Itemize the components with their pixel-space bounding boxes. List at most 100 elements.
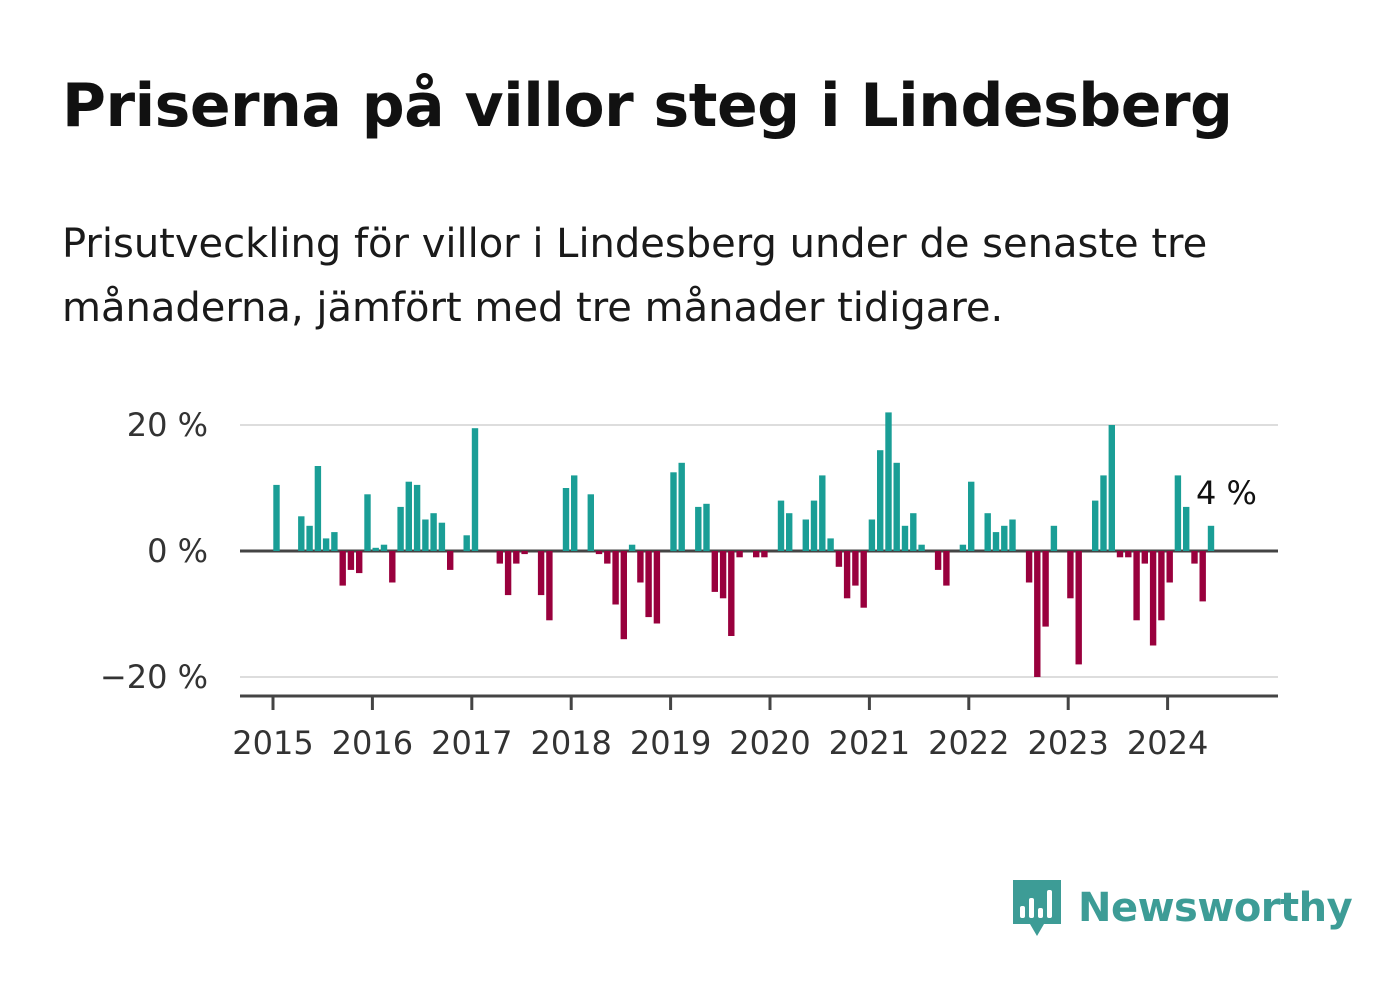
x-tick-label: 2016 — [332, 724, 413, 762]
bar — [628, 544, 636, 551]
x-axis-labels: 2015 2016 2017 2018 2019 2020 2021 2022 2023 2024 — [232, 724, 1208, 762]
bar — [968, 481, 975, 551]
bar — [860, 551, 867, 608]
chart-subtitle: Prisutveckling för villor i Lindesberg u… — [62, 221, 1208, 331]
bar — [918, 544, 925, 551]
bar — [645, 551, 652, 618]
bar — [1001, 525, 1008, 551]
bar — [777, 500, 785, 551]
bar — [1166, 551, 1173, 583]
bar — [339, 551, 346, 586]
bar — [438, 522, 446, 551]
bar — [331, 532, 338, 551]
bar — [1183, 506, 1190, 551]
bar — [670, 472, 677, 552]
bar — [1067, 551, 1074, 599]
bar — [736, 551, 743, 558]
bar — [1092, 500, 1099, 551]
bar — [1025, 551, 1033, 583]
bar — [298, 516, 305, 551]
x-tick-label: 2022 — [928, 724, 1009, 762]
bar — [546, 551, 553, 621]
bar — [1125, 551, 1132, 558]
bar — [1075, 551, 1082, 665]
bar — [678, 462, 685, 551]
bar — [1133, 551, 1140, 621]
bar — [835, 551, 843, 567]
bar — [711, 551, 718, 592]
bar — [521, 551, 528, 555]
bar — [934, 551, 942, 570]
x-tick-label: 2023 — [1027, 724, 1108, 762]
bar — [405, 481, 412, 551]
bar — [761, 551, 768, 558]
bar — [868, 519, 876, 551]
bar — [1009, 519, 1016, 551]
bar — [1116, 551, 1124, 558]
bar — [827, 538, 834, 551]
bar — [703, 503, 710, 552]
bar — [1174, 475, 1182, 551]
bar — [273, 484, 280, 551]
bar — [984, 513, 991, 551]
bar — [1149, 551, 1157, 646]
bar — [719, 551, 727, 599]
bar — [389, 551, 396, 583]
bar — [504, 551, 512, 596]
bar — [728, 551, 735, 636]
bar — [819, 475, 826, 551]
bar — [1100, 475, 1107, 551]
brand-logo: Newsworthy — [1010, 876, 1353, 940]
bar — [943, 551, 950, 586]
bar — [1108, 425, 1115, 551]
bar — [1141, 551, 1148, 564]
y-tick-label: 20 % — [127, 406, 208, 444]
bar — [347, 551, 355, 570]
bar — [430, 513, 437, 551]
bar — [901, 525, 909, 551]
bar — [810, 500, 818, 551]
bar — [893, 462, 900, 551]
bar — [802, 519, 809, 551]
bar — [422, 519, 429, 551]
bars — [273, 412, 1215, 677]
bar — [364, 494, 371, 551]
bar — [1207, 525, 1215, 551]
bar — [1199, 551, 1206, 602]
bar — [562, 488, 570, 551]
bar — [356, 551, 363, 574]
bar — [595, 551, 603, 555]
bar — [852, 551, 859, 586]
bar — [1050, 525, 1058, 551]
bar — [637, 551, 644, 583]
x-axis — [240, 694, 1278, 710]
y-tick-label: 0 % — [147, 532, 208, 570]
bar — [695, 506, 702, 551]
bar — [612, 551, 619, 605]
x-tick-label: 2024 — [1127, 724, 1208, 762]
x-tick-label: 2018 — [530, 724, 611, 762]
x-tick-label: 2019 — [630, 724, 711, 762]
page-title: Priserna på villor steg i Lindesberg — [62, 71, 1233, 141]
bar — [604, 551, 611, 564]
bar — [653, 551, 661, 624]
bar — [380, 544, 388, 551]
bar — [471, 428, 479, 551]
bar-chart-speech-bubble-icon — [1013, 880, 1061, 936]
bar — [620, 551, 627, 640]
bar — [513, 551, 520, 564]
bar — [1191, 551, 1198, 564]
last-value-annotation: 4 % — [1196, 474, 1257, 512]
bar — [413, 484, 421, 551]
bar — [571, 475, 578, 551]
x-tick-label: 2021 — [829, 724, 910, 762]
bar — [397, 506, 404, 551]
bar — [447, 551, 454, 570]
x-tick-label: 2015 — [232, 724, 313, 762]
bar — [463, 535, 470, 552]
x-tick-label: 2017 — [431, 724, 512, 762]
bar — [786, 513, 793, 551]
bar — [306, 525, 313, 551]
bar — [753, 551, 760, 558]
bar — [1034, 551, 1041, 677]
